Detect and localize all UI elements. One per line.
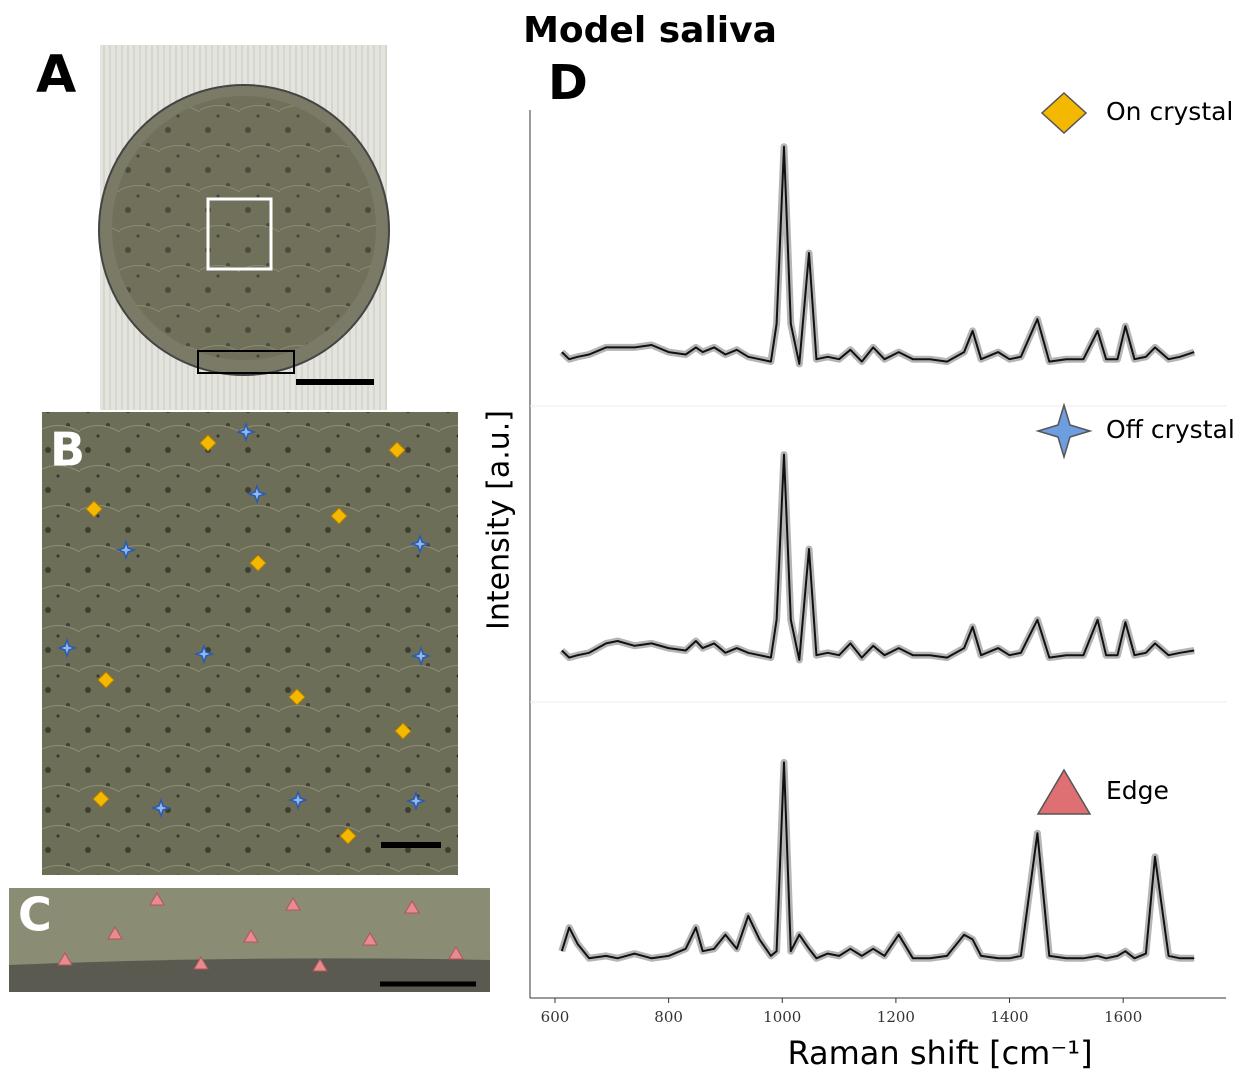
- droplet-core: [112, 96, 376, 360]
- x-tick-label: 1600: [1104, 1008, 1142, 1026]
- x-tick-label: 1200: [877, 1008, 915, 1026]
- figure: Model saliva A B C D Raman shift [cm⁻¹] …: [0, 0, 1249, 1074]
- x-axis-label: Raman shift [cm⁻¹]: [787, 1034, 1092, 1072]
- legend-label: Off crystal: [1106, 415, 1235, 444]
- spectrum-line: [562, 762, 1194, 958]
- spectrum-band: [562, 762, 1194, 958]
- legend-label: Edge: [1106, 776, 1169, 805]
- panel-label: B: [50, 423, 85, 477]
- panel-label: D: [548, 55, 588, 111]
- spectrum-band: [562, 147, 1194, 364]
- spectrum-line: [562, 455, 1194, 660]
- figure-title: Model saliva: [523, 10, 777, 51]
- x-tick-label: 600: [541, 1008, 570, 1026]
- y-axis-label: Intensity [a.u.]: [482, 410, 517, 630]
- legend-marker: [1042, 93, 1086, 133]
- legend-marker: [1038, 770, 1090, 814]
- micrograph-b: [42, 412, 458, 875]
- panel-label: C: [18, 888, 52, 942]
- panel-label: A: [36, 45, 76, 105]
- legend-marker: [1038, 405, 1090, 457]
- legend-label: On crystal: [1106, 97, 1233, 126]
- x-tick-label: 1000: [763, 1008, 801, 1026]
- x-tick-label: 1400: [990, 1008, 1028, 1026]
- x-tick-label: 800: [654, 1008, 683, 1026]
- edge-shadow: [9, 958, 490, 992]
